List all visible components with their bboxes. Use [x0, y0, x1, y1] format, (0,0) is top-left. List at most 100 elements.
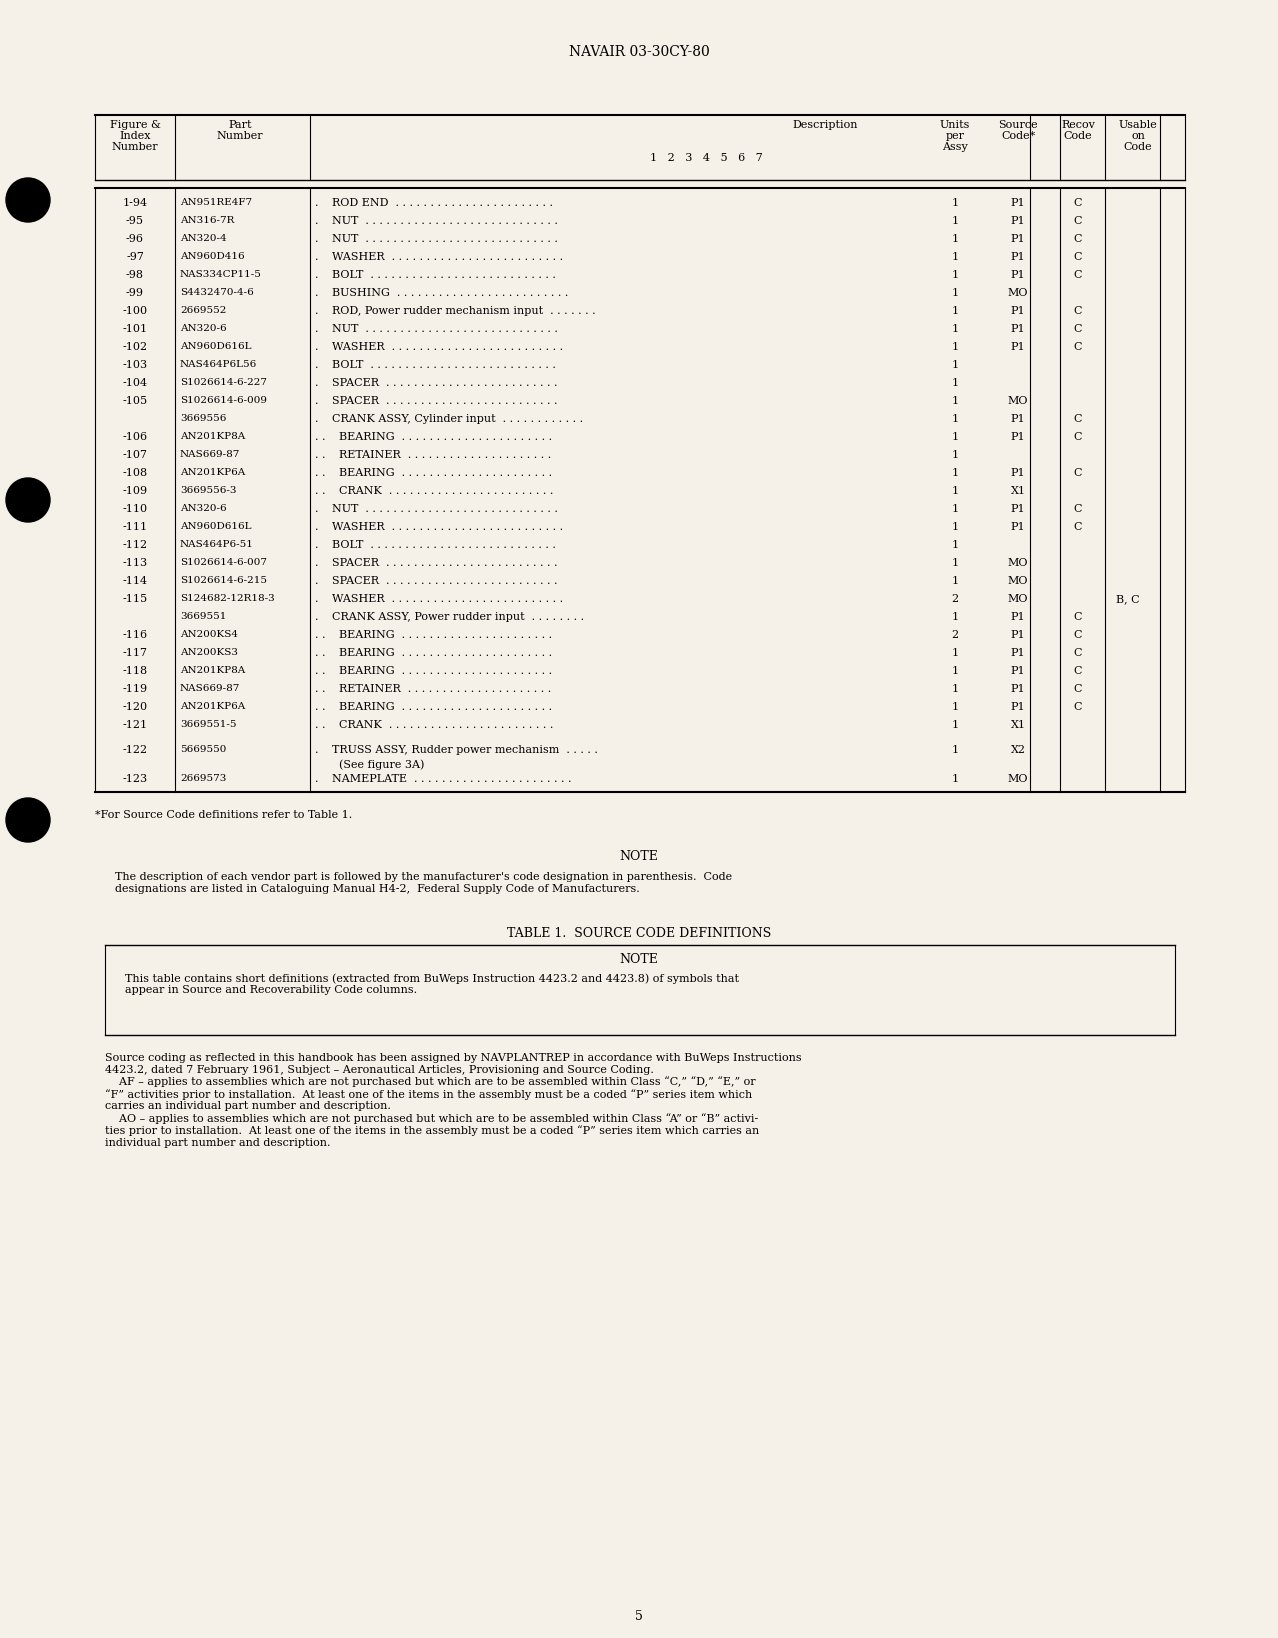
Text: 1: 1	[951, 360, 958, 370]
Text: P1: P1	[1011, 631, 1025, 640]
Text: B, C: B, C	[1116, 595, 1140, 604]
Text: P1: P1	[1011, 468, 1025, 478]
Text: 1: 1	[951, 649, 958, 658]
Text: AN320-4: AN320-4	[180, 234, 226, 244]
Text: .: .	[314, 306, 318, 316]
Text: 1: 1	[951, 234, 958, 244]
Text: WASHER  . . . . . . . . . . . . . . . . . . . . . . . . .: WASHER . . . . . . . . . . . . . . . . .…	[332, 252, 564, 262]
Text: -96: -96	[127, 234, 144, 244]
Text: 1: 1	[951, 468, 958, 478]
Text: -117: -117	[123, 649, 147, 658]
Text: 1: 1	[951, 613, 958, 622]
Text: -95: -95	[127, 216, 144, 226]
Text: Figure &: Figure &	[110, 120, 161, 129]
Text: . .: . .	[314, 486, 326, 496]
Text: BOLT  . . . . . . . . . . . . . . . . . . . . . . . . . . .: BOLT . . . . . . . . . . . . . . . . . .…	[332, 541, 556, 550]
Text: 1: 1	[951, 523, 958, 532]
Text: -100: -100	[123, 306, 147, 316]
Text: .: .	[314, 270, 318, 280]
Text: BUSHING  . . . . . . . . . . . . . . . . . . . . . . . . .: BUSHING . . . . . . . . . . . . . . . . …	[332, 288, 569, 298]
Text: . .: . .	[314, 631, 326, 640]
Text: X1: X1	[1011, 486, 1025, 496]
Text: NAVAIR 03-30CY-80: NAVAIR 03-30CY-80	[569, 44, 709, 59]
Text: 3669551-5: 3669551-5	[180, 721, 236, 729]
Text: -99: -99	[127, 288, 144, 298]
Text: BEARING  . . . . . . . . . . . . . . . . . . . . . .: BEARING . . . . . . . . . . . . . . . . …	[332, 468, 552, 478]
Text: P1: P1	[1011, 414, 1025, 424]
Text: 1: 1	[951, 745, 958, 755]
Text: C: C	[1074, 306, 1082, 316]
Text: Code: Code	[1123, 143, 1153, 152]
Text: C: C	[1074, 270, 1082, 280]
Text: 1-94: 1-94	[123, 198, 147, 208]
Text: Index: Index	[119, 131, 151, 141]
Text: 3669556-3: 3669556-3	[180, 486, 236, 495]
Text: Code*: Code*	[1001, 131, 1035, 141]
Text: P1: P1	[1011, 649, 1025, 658]
Text: -116: -116	[123, 631, 147, 640]
Text: -97: -97	[127, 252, 144, 262]
Text: AN320-6: AN320-6	[180, 324, 226, 333]
Text: X1: X1	[1011, 721, 1025, 731]
Text: MO: MO	[1008, 559, 1029, 568]
Text: NAMEPLATE  . . . . . . . . . . . . . . . . . . . . . . .: NAMEPLATE . . . . . . . . . . . . . . . …	[332, 775, 571, 785]
Text: NUT  . . . . . . . . . . . . . . . . . . . . . . . . . . . .: NUT . . . . . . . . . . . . . . . . . . …	[332, 234, 558, 244]
Text: -98: -98	[127, 270, 144, 280]
Text: -108: -108	[123, 468, 147, 478]
Text: Assy: Assy	[942, 143, 967, 152]
Text: AN316-7R: AN316-7R	[180, 216, 234, 226]
Text: 1: 1	[951, 324, 958, 334]
Text: P1: P1	[1011, 505, 1025, 514]
Text: BEARING  . . . . . . . . . . . . . . . . . . . . . .: BEARING . . . . . . . . . . . . . . . . …	[332, 649, 552, 658]
Text: . .: . .	[314, 721, 326, 731]
Text: C: C	[1074, 703, 1082, 713]
Text: P1: P1	[1011, 685, 1025, 695]
Text: 1: 1	[951, 216, 958, 226]
Text: .: .	[314, 613, 318, 622]
Circle shape	[6, 478, 50, 523]
Text: C: C	[1074, 198, 1082, 208]
Text: -121: -121	[123, 721, 147, 731]
Text: 1: 1	[951, 270, 958, 280]
Text: .: .	[314, 595, 318, 604]
Text: .: .	[314, 234, 318, 244]
Text: SPACER  . . . . . . . . . . . . . . . . . . . . . . . . .: SPACER . . . . . . . . . . . . . . . . .…	[332, 577, 557, 586]
Text: SPACER  . . . . . . . . . . . . . . . . . . . . . . . . .: SPACER . . . . . . . . . . . . . . . . .…	[332, 396, 557, 406]
Text: 5: 5	[635, 1610, 643, 1623]
Text: WASHER  . . . . . . . . . . . . . . . . . . . . . . . . .: WASHER . . . . . . . . . . . . . . . . .…	[332, 342, 564, 352]
Text: -122: -122	[123, 745, 147, 755]
Text: . .: . .	[314, 685, 326, 695]
Text: C: C	[1074, 523, 1082, 532]
Text: -113: -113	[123, 559, 147, 568]
Text: . .: . .	[314, 667, 326, 676]
Text: -118: -118	[123, 667, 147, 676]
Text: .: .	[314, 288, 318, 298]
Text: NAS334CP11-5: NAS334CP11-5	[180, 270, 262, 280]
Text: -120: -120	[123, 703, 147, 713]
Text: P1: P1	[1011, 252, 1025, 262]
Text: ROD END  . . . . . . . . . . . . . . . . . . . . . . .: ROD END . . . . . . . . . . . . . . . . …	[332, 198, 553, 208]
Text: . .: . .	[314, 432, 326, 442]
Text: AN960D616L: AN960D616L	[180, 523, 252, 531]
Text: Source: Source	[998, 120, 1038, 129]
Text: 1: 1	[951, 775, 958, 785]
Text: 1   2   3   4   5   6   7: 1 2 3 4 5 6 7	[651, 152, 763, 164]
Text: 1: 1	[951, 414, 958, 424]
Text: S1026614-6-007: S1026614-6-007	[180, 559, 267, 567]
Text: -115: -115	[123, 595, 147, 604]
Text: . .: . .	[314, 649, 326, 658]
Circle shape	[6, 179, 50, 223]
Text: C: C	[1074, 414, 1082, 424]
Text: 2: 2	[951, 595, 958, 604]
Text: 1: 1	[951, 685, 958, 695]
Text: NAS669-87: NAS669-87	[180, 685, 240, 693]
Text: BOLT  . . . . . . . . . . . . . . . . . . . . . . . . . . .: BOLT . . . . . . . . . . . . . . . . . .…	[332, 360, 556, 370]
Text: Number: Number	[111, 143, 158, 152]
Text: NOTE: NOTE	[620, 953, 658, 966]
Text: S4432470-4-6: S4432470-4-6	[180, 288, 254, 298]
Text: 1: 1	[951, 541, 958, 550]
Text: This table contains short definitions (extracted from BuWeps Instruction 4423.2 : This table contains short definitions (e…	[125, 973, 739, 996]
Text: RETAINER  . . . . . . . . . . . . . . . . . . . . .: RETAINER . . . . . . . . . . . . . . . .…	[332, 450, 551, 460]
Text: S1026614-6-227: S1026614-6-227	[180, 378, 267, 387]
Text: C: C	[1074, 468, 1082, 478]
